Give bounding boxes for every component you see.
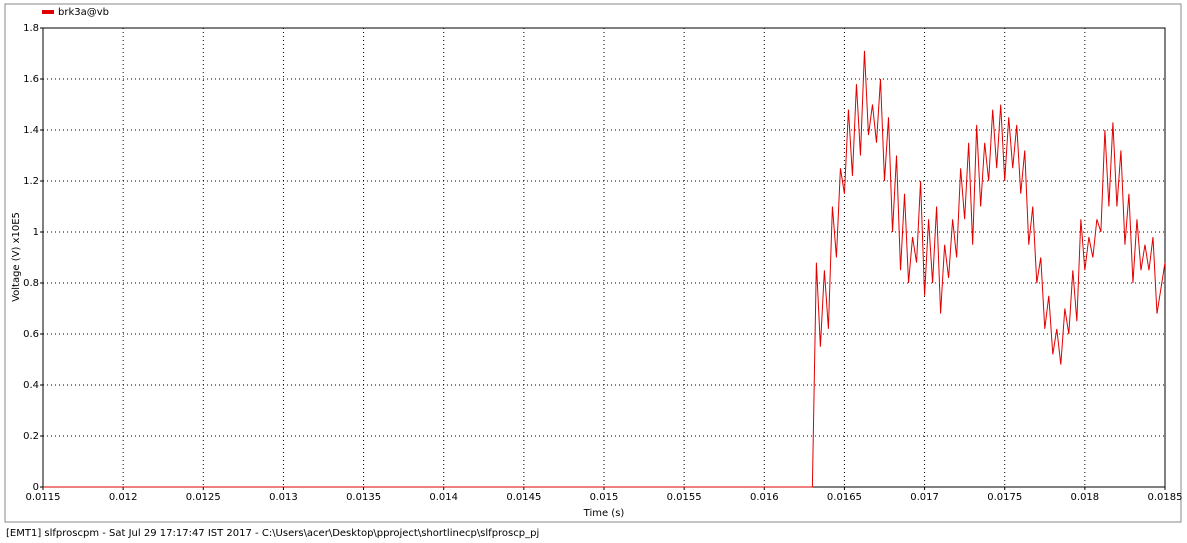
legend-swatch bbox=[42, 10, 54, 14]
y-tick-label: 0.8 bbox=[23, 278, 39, 289]
x-tick-label: 0.0135 bbox=[346, 492, 381, 503]
y-tick-label: 1.2 bbox=[23, 176, 39, 187]
x-tick-label: 0.0125 bbox=[186, 492, 221, 503]
x-axis-label: Time (s) bbox=[583, 508, 625, 519]
x-tick-label: 0.0185 bbox=[1148, 492, 1183, 503]
legend-label: brk3a@vb bbox=[58, 7, 109, 18]
x-tick-label: 0.0175 bbox=[987, 492, 1022, 503]
x-tick-label: 0.0145 bbox=[506, 492, 541, 503]
y-tick-label: 0.2 bbox=[23, 431, 39, 442]
y-tick-label: 0.6 bbox=[23, 329, 39, 340]
y-tick-label: 1.4 bbox=[23, 125, 39, 136]
y-tick-label: 1.8 bbox=[23, 23, 39, 34]
y-tick-label: 1.6 bbox=[23, 74, 39, 85]
x-tick-label: 0.018 bbox=[1071, 492, 1100, 503]
x-tick-label: 0.0165 bbox=[827, 492, 862, 503]
x-tick-label: 0.0115 bbox=[26, 492, 61, 503]
series-line bbox=[43, 50, 1166, 488]
x-tick-label: 0.017 bbox=[910, 492, 939, 503]
x-tick-label: 0.014 bbox=[429, 492, 458, 503]
y-tick-label: 1 bbox=[33, 227, 39, 238]
y-tick-label: 0.4 bbox=[23, 380, 39, 391]
x-tick-label: 0.015 bbox=[590, 492, 619, 503]
x-tick-label: 0.0155 bbox=[667, 492, 702, 503]
x-tick-label: 0.013 bbox=[269, 492, 298, 503]
x-tick-label: 0.012 bbox=[109, 492, 138, 503]
y-tick-label: 0 bbox=[33, 482, 39, 493]
x-tick-label: 0.016 bbox=[750, 492, 779, 503]
y-axis-label: Voltage (V) x10E5 bbox=[11, 212, 22, 302]
footer: [EMT1] slfproscpm - Sat Jul 29 17:17:47 … bbox=[6, 528, 539, 539]
